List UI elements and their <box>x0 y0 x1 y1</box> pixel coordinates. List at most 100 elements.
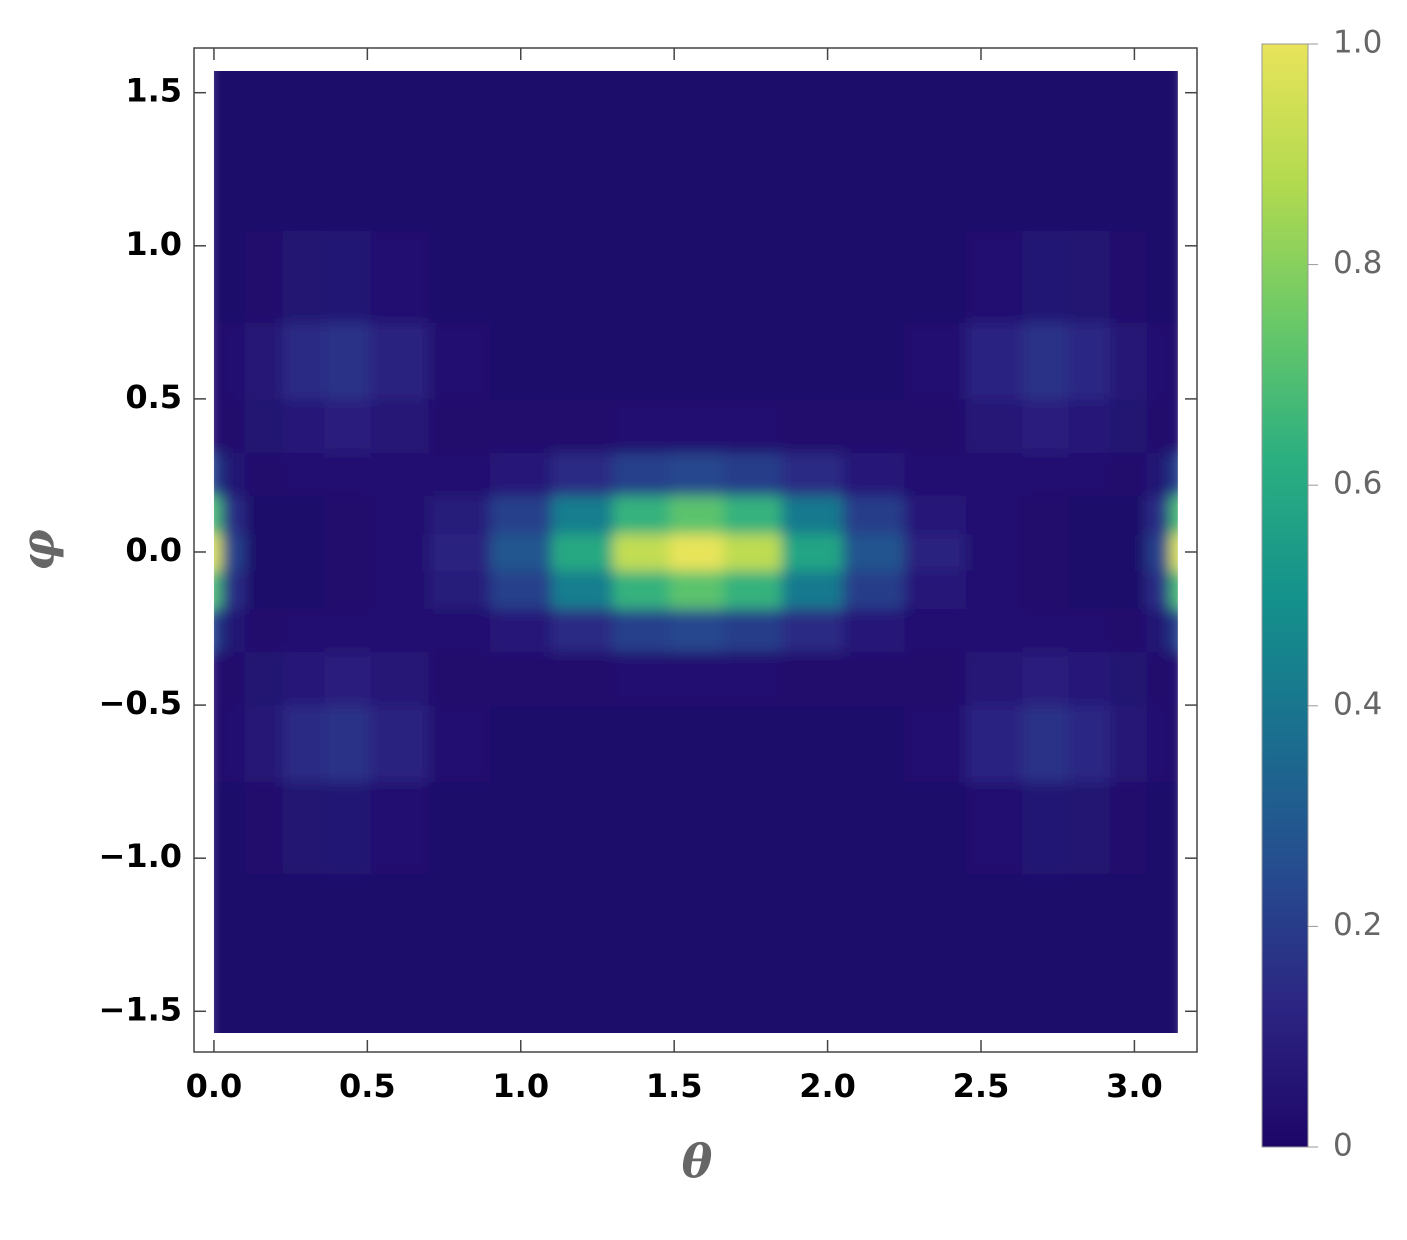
plot-frame <box>193 47 1198 1053</box>
heat-cell <box>612 651 671 706</box>
heat-cell <box>370 452 430 496</box>
heat-cell <box>1169 230 1178 323</box>
heat-cell <box>669 781 724 874</box>
heat-cell <box>723 570 783 610</box>
heat-cell <box>428 705 491 783</box>
heat-cell <box>1146 570 1171 610</box>
heat-cell <box>221 398 246 453</box>
colorbar-tick-label: 0.6 <box>1333 466 1382 502</box>
colorbar-tick-label: 0.2 <box>1333 907 1382 943</box>
heat-cell <box>370 71 430 129</box>
heat-cell <box>244 705 284 783</box>
heat-cell <box>1109 533 1148 571</box>
heat-cell <box>1109 495 1148 535</box>
heat-cell <box>723 452 783 496</box>
heat-cell <box>221 495 246 535</box>
heat-cell <box>1068 230 1111 323</box>
heat-cell <box>490 533 552 571</box>
heat-cell <box>904 570 967 610</box>
heat-cell <box>842 533 905 571</box>
heat-cell <box>370 608 430 653</box>
heat-cell <box>781 651 844 706</box>
heat-cell <box>723 495 783 535</box>
heat-cell <box>612 533 671 571</box>
heat-cell <box>723 705 783 783</box>
heat-cell <box>428 127 491 231</box>
y-tick-label: 1.5 <box>125 72 182 110</box>
heat-cell <box>244 608 284 653</box>
heat-cell <box>669 705 724 783</box>
heat-cell <box>370 230 430 323</box>
heat-cell <box>551 976 614 1033</box>
heat-cell <box>1146 322 1171 400</box>
heat-cell <box>428 533 491 571</box>
heat-cell <box>669 533 724 571</box>
x-tick-label: 1.5 <box>646 1067 703 1105</box>
x-tick-label: 1.0 <box>492 1067 549 1105</box>
heat-cell <box>1068 608 1111 653</box>
heat-cell <box>1146 533 1171 571</box>
heat-cell <box>842 781 905 874</box>
heat-cell <box>324 322 371 400</box>
heat-cell <box>370 976 430 1033</box>
heat-cell <box>244 398 284 453</box>
heat-cell <box>490 398 552 453</box>
heat-cell <box>324 398 371 453</box>
heat-cell <box>1169 322 1178 400</box>
heat-cell <box>221 976 246 1033</box>
heat-cell <box>490 705 552 783</box>
x-tick-label: 2.5 <box>953 1067 1010 1105</box>
heat-cell <box>904 495 967 535</box>
heat-cell <box>781 533 844 571</box>
heat-cell <box>1109 127 1148 231</box>
heat-cell <box>428 452 491 496</box>
heat-cell <box>213 781 223 874</box>
heat-cell <box>282 452 325 496</box>
heat-cell <box>781 322 844 400</box>
heat-cell <box>370 533 430 571</box>
heat-cell <box>428 71 491 129</box>
heat-cell <box>1146 71 1171 129</box>
heat-cell <box>324 533 371 571</box>
heat-cell <box>1146 495 1171 535</box>
heat-cell <box>213 452 223 496</box>
heat-cell <box>781 230 844 323</box>
heat-cell <box>669 127 724 231</box>
heat-cell <box>370 398 430 453</box>
heat-cell <box>551 651 614 706</box>
heat-cell <box>904 533 967 571</box>
heat-cell <box>904 398 967 453</box>
heat-cell <box>669 452 724 496</box>
heat-cell <box>723 873 783 977</box>
heat-cell <box>965 976 1023 1033</box>
heat-cell <box>1169 127 1178 231</box>
heat-cell <box>490 570 552 610</box>
heat-cell <box>551 781 614 874</box>
heat-cell <box>324 705 371 783</box>
heat-cell <box>612 781 671 874</box>
heat-cell <box>221 873 246 977</box>
heat-cell <box>428 570 491 610</box>
y-tick-label: 1.0 <box>125 225 182 263</box>
heat-cell <box>244 651 284 706</box>
x-axis-label: θ <box>682 1134 713 1188</box>
heat-cell <box>213 570 223 610</box>
heat-cell <box>1022 230 1069 323</box>
heat-cell <box>490 781 552 874</box>
heat-cell <box>1022 533 1069 571</box>
heat-cell <box>842 452 905 496</box>
heat-cell <box>723 398 783 453</box>
heat-cell <box>221 452 246 496</box>
heat-cell <box>612 452 671 496</box>
heat-cell <box>1146 976 1171 1033</box>
heat-cell <box>612 608 671 653</box>
heat-cell <box>244 452 284 496</box>
heat-cell <box>1109 873 1148 977</box>
heat-cell <box>1022 976 1069 1033</box>
heat-cell <box>324 873 371 977</box>
heat-cell <box>324 495 371 535</box>
heat-cell <box>428 398 491 453</box>
y-tick-label: −1.5 <box>99 990 183 1028</box>
heat-cell <box>221 570 246 610</box>
